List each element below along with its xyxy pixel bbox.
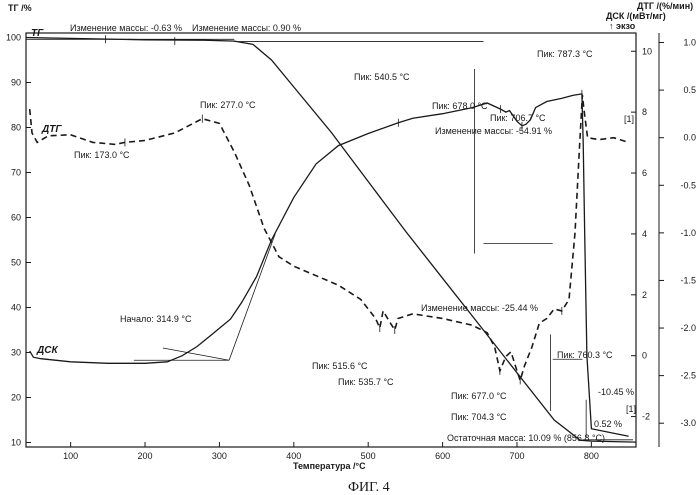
dtg-axis-title: ДТГ /(%/мин) (637, 1, 693, 11)
left-tick-label-2: 30 (11, 348, 21, 358)
peak-label-678: Пик: 678.0 °C (432, 101, 488, 111)
curve-marker-1a: [1] (624, 114, 634, 124)
dsc-tick-label-5: 8 (642, 107, 647, 117)
dtg-tick-label-4: -1.0 (680, 228, 696, 238)
onset-label-314: Начало: 314.9 °C (120, 314, 192, 324)
x-tick-label-0: 100 (63, 451, 78, 461)
series-line-ДСК (30, 94, 629, 436)
dsc-tick-label-1: 0 (642, 351, 647, 361)
dsc-tick-label-2: 2 (642, 290, 647, 300)
dsc-axis-sublabel: ↑ экзо (609, 21, 636, 31)
mass-change-label-2: Изменение массы: 0.90 % (192, 23, 301, 33)
mass-change-label-1: Изменение массы: -0.63 % (70, 23, 182, 33)
curve-marker-1b: [1] (626, 404, 636, 414)
peak-label-535: Пик: 535.7 °C (338, 377, 394, 387)
peak-label-540: Пик: 540.5 °C (354, 72, 410, 82)
peak-label-706: Пик: 706.7 °C (490, 113, 546, 123)
tg-series-label: ТГ (31, 28, 44, 39)
left-tick-label-7: 80 (11, 123, 21, 133)
x-tick-label-1: 200 (138, 451, 153, 461)
peak-label-760: Пик: 760.3 °C (557, 350, 613, 360)
dtg-tick-label-2: 0.0 (683, 133, 696, 143)
x-tick-label-3: 400 (286, 451, 301, 461)
x-tick-label-4: 500 (361, 451, 376, 461)
peak-label-787: Пик: 787.3 °C (537, 49, 593, 59)
dsc-tick-label-6: 10 (642, 46, 652, 56)
series-line-ТГ (26, 38, 636, 443)
left-tick-label-5: 60 (11, 213, 21, 223)
dtg-series-label: ДТГ (41, 124, 62, 135)
dsc-series-label: ДСК (36, 345, 58, 356)
thermal-analysis-chart: 1002003004005006007008001020304050607080… (0, 0, 699, 495)
left-tick-label-0: 10 (11, 438, 21, 448)
dtg-tick-label-7: -2.5 (680, 371, 696, 381)
dsc-tick-label-0: -2 (642, 412, 650, 422)
dsc-tick-label-4: 6 (642, 168, 647, 178)
annotation-layer (26, 35, 633, 440)
left-tick-label-3: 40 (11, 303, 21, 313)
onset-tangent (229, 234, 275, 360)
left-tick-label-1: 20 (11, 393, 21, 403)
mass-change-label-3: Изменение массы: -54.91 % (435, 126, 552, 136)
dsc-axis-title: ДСК /(мВт/мг) (606, 11, 666, 21)
left-tick-label-6: 70 (11, 168, 21, 178)
onset-leader (163, 348, 229, 360)
peak-label-677: Пик: 677.0 °C (451, 391, 507, 401)
mass-change-label-5: -10.45 % (598, 387, 634, 397)
left-tick-label-9: 100 (6, 33, 21, 43)
plot-frame (26, 33, 636, 447)
dtg-tick-label-0: 1.0 (683, 38, 696, 48)
peak-label-515: Пик: 515.6 °C (312, 361, 368, 371)
series-layer (26, 38, 636, 443)
peak-label-277: Пик: 277.0 °C (200, 100, 256, 110)
dtg-tick-label-3: -0.5 (680, 180, 696, 190)
figure-caption: ФИГ. 4 (348, 480, 390, 495)
series-line-ДТГ (30, 95, 629, 381)
dtg-tick-label-5: -1.5 (680, 275, 696, 285)
left-tick-label-4: 50 (11, 258, 21, 268)
left-tick-label-8: 90 (11, 78, 21, 88)
dtg-tick-label-8: -3.0 (680, 418, 696, 428)
x-tick-label-6: 700 (509, 451, 524, 461)
dtg-tick-label-6: -2.0 (680, 323, 696, 333)
dsc-tick-label-3: 4 (642, 229, 647, 239)
axes-layer: 1002003004005006007008001020304050607080… (6, 33, 696, 462)
residual-mass-label: Остаточная масса: 10.09 % (856.8 °C) (447, 433, 605, 443)
x-tick-label-5: 600 (435, 451, 450, 461)
dtg-tick-label-1: 0.5 (683, 85, 696, 95)
mass-change-label-6: 0.52 % (594, 419, 622, 429)
x-axis-title: Температура /°С (293, 461, 366, 471)
peak-label-173: Пик: 173.0 °C (74, 150, 130, 160)
peak-label-704: Пик: 704.3 °C (451, 412, 507, 422)
left-axis-title: ТГ /% (8, 3, 32, 13)
x-tick-label-2: 300 (212, 451, 227, 461)
mass-change-label-4: Изменение массы: -25.44 % (421, 303, 538, 313)
x-tick-label-7: 800 (584, 451, 599, 461)
